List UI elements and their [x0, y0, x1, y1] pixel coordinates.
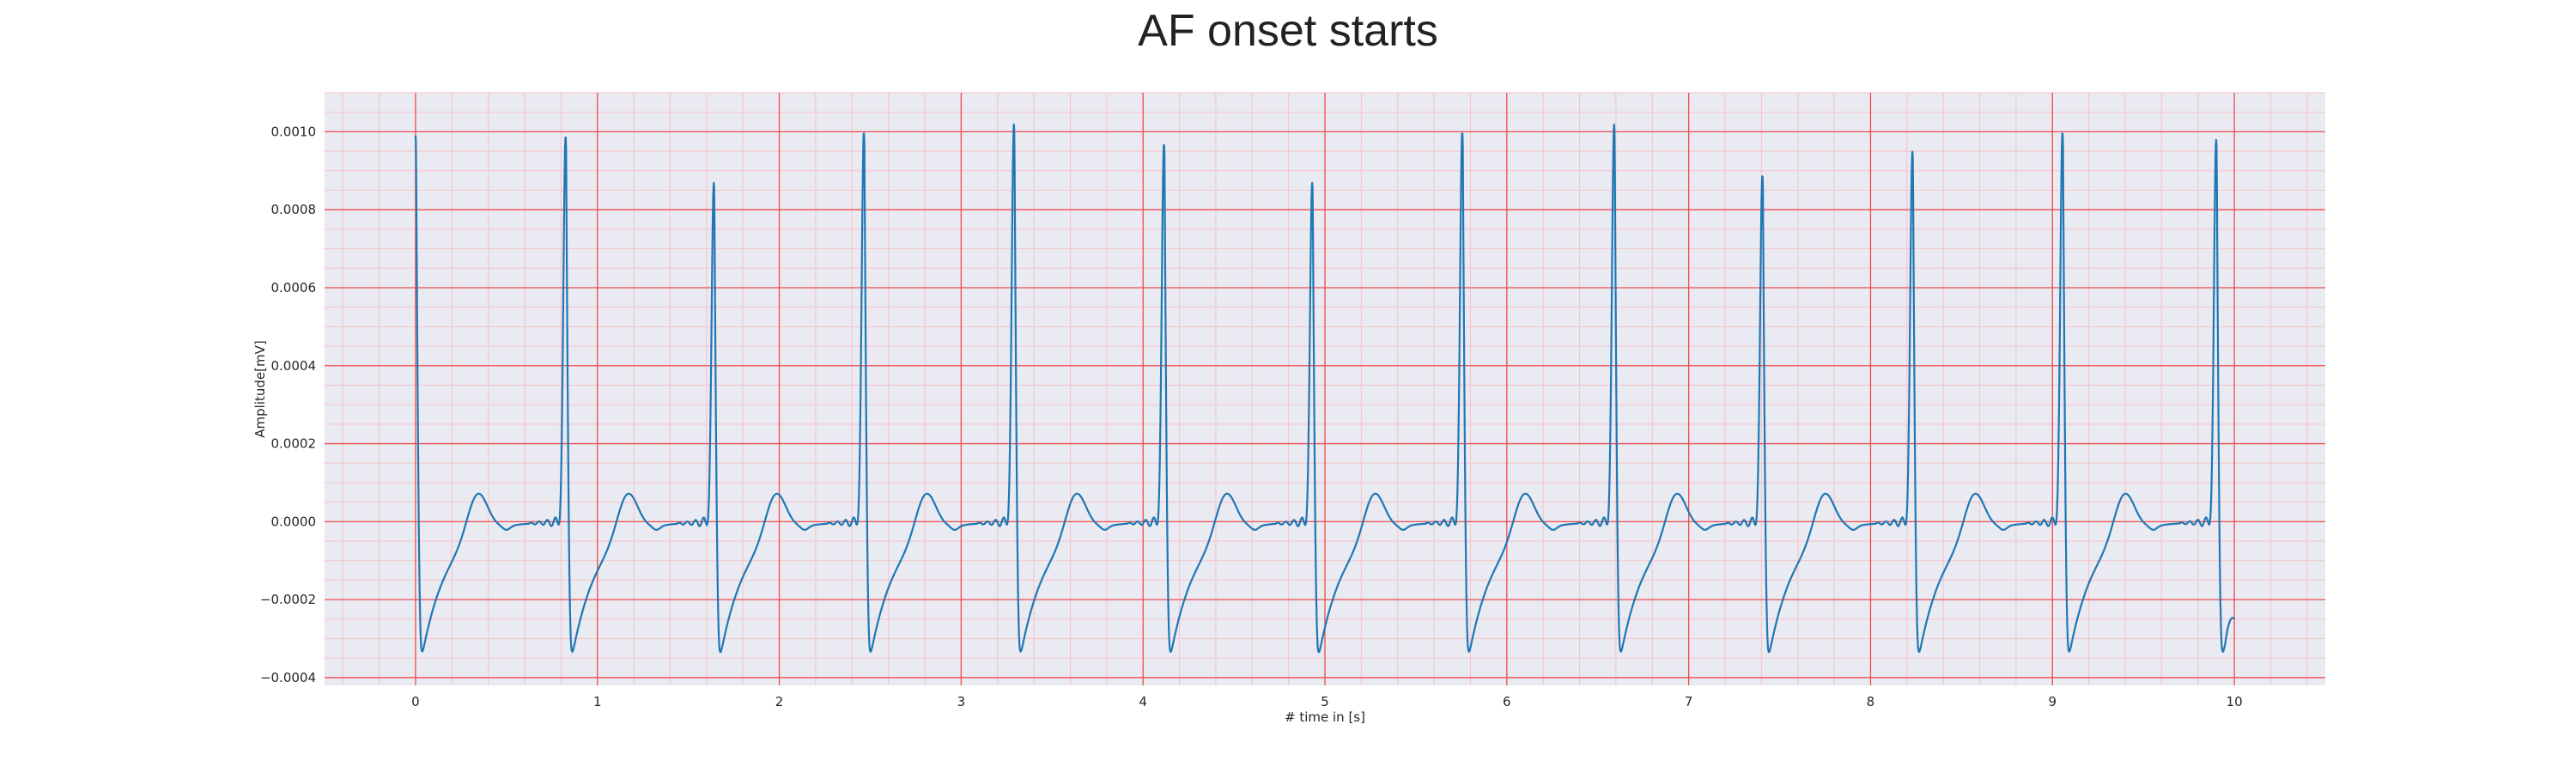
x-tick-label: 6 [1503, 694, 1511, 709]
y-axis-label: Amplitude[mV] [252, 340, 268, 437]
x-axis-label: # time in [s] [1285, 709, 1365, 725]
x-tick-label: 5 [1321, 694, 1329, 709]
x-tick-label: 1 [593, 694, 602, 709]
x-tick-label: 2 [775, 694, 784, 709]
x-tick-label: 3 [957, 694, 966, 709]
x-tick-label: 8 [1867, 694, 1875, 709]
y-tick-label: 0.0010 [271, 124, 317, 139]
x-tick-label: 9 [2048, 694, 2057, 709]
x-tick-label: 7 [1685, 694, 1693, 709]
x-tick-label: 4 [1139, 694, 1147, 709]
y-tick-label: −0.0004 [260, 670, 316, 685]
ecg-series-line [414, 123, 2235, 654]
y-tick-label: 0.0008 [271, 202, 317, 217]
y-tick-label: 0.0002 [271, 436, 317, 452]
x-tick-label: 10 [2227, 694, 2243, 709]
chart-title: AF onset starts [1138, 6, 1438, 56]
x-tick-labels: 0 1 2 3 4 5 6 7 8 9 10 [411, 694, 2243, 709]
x-tick-label: 0 [411, 694, 420, 709]
y-tick-label: 0.0006 [271, 280, 317, 295]
y-tick-labels: −0.0004 −0.0002 0.0000 0.0002 0.0004 0.0006 0.… [260, 124, 316, 685]
y-tick-label: −0.0002 [260, 592, 316, 607]
y-tick-label: 0.0004 [271, 358, 317, 374]
y-tick-label: 0.0000 [271, 514, 317, 529]
